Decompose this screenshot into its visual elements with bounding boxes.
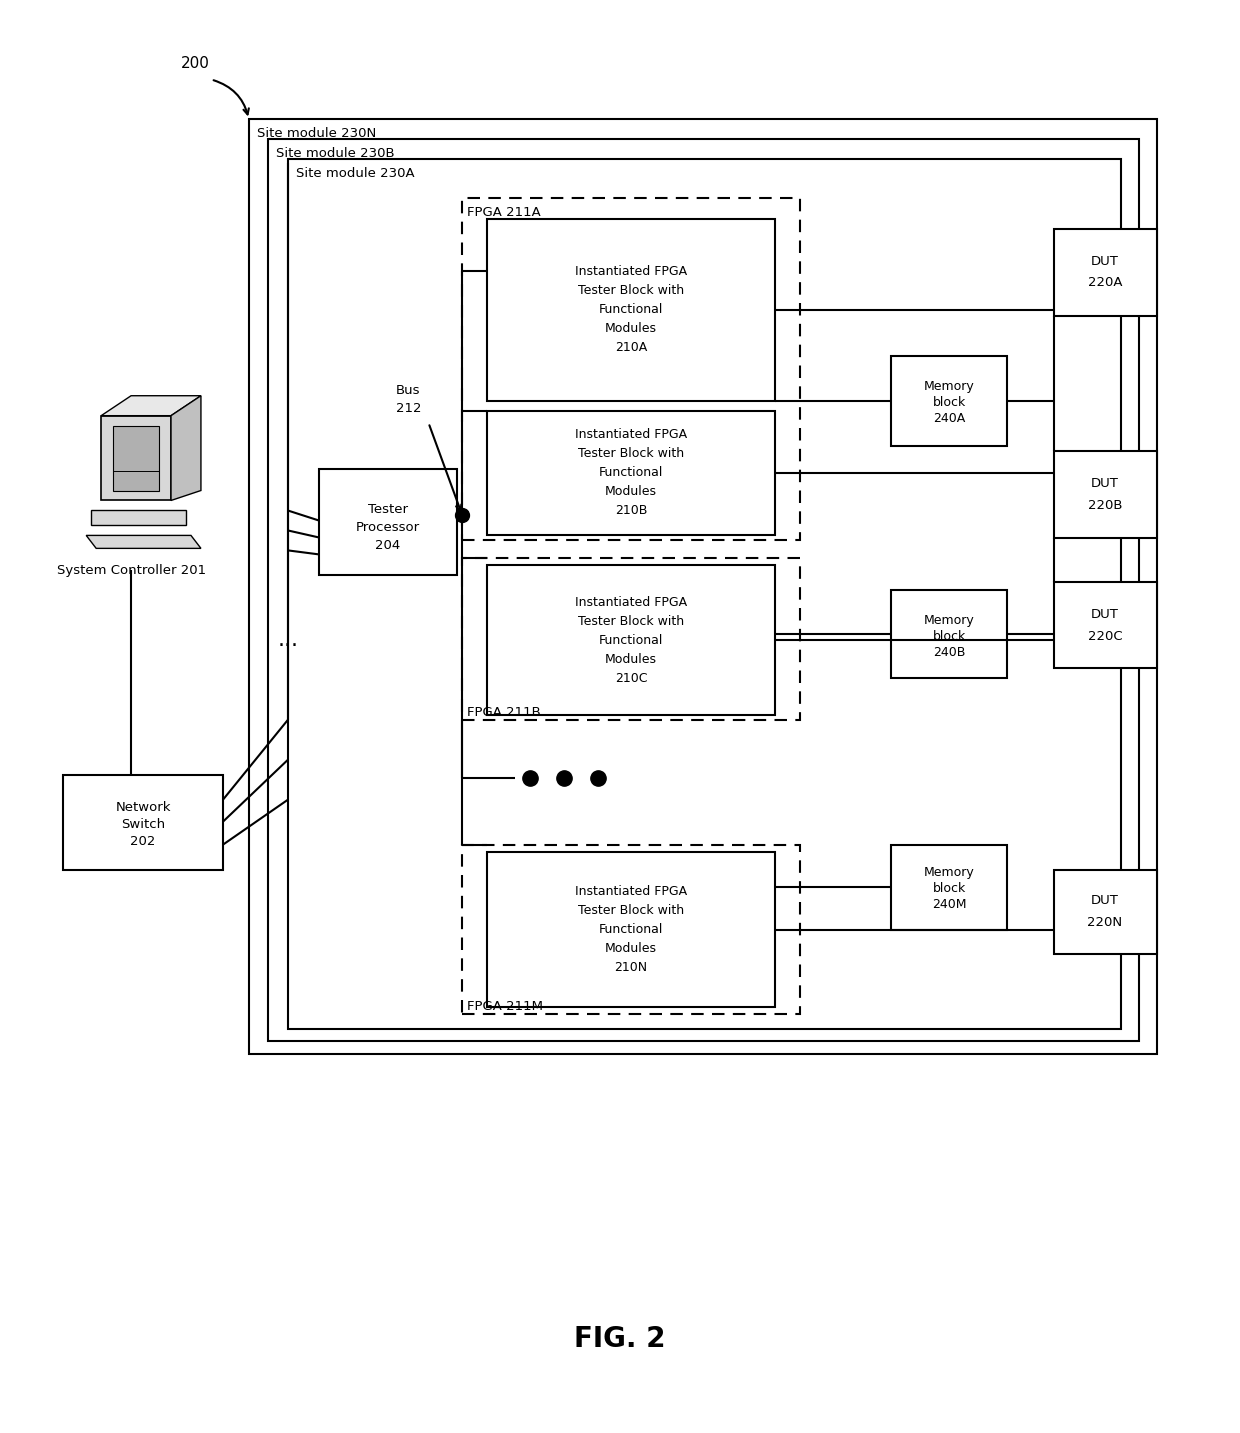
Text: 240A: 240A (934, 413, 966, 426)
Text: 220A: 220A (1087, 277, 1122, 289)
Text: 240B: 240B (932, 646, 966, 659)
Bar (1054, 582, 1157, 668)
Bar (892, 590, 1007, 678)
Text: DUT: DUT (1091, 477, 1118, 490)
Polygon shape (102, 396, 201, 416)
Text: Site module 230B: Site module 230B (275, 146, 394, 159)
Text: block: block (932, 883, 966, 896)
Bar (288, 159, 1121, 1029)
Text: Memory: Memory (924, 613, 975, 626)
Bar (1054, 229, 1157, 315)
Bar (249, 119, 1157, 1055)
Text: 210C: 210C (615, 672, 647, 685)
Text: DUT: DUT (1091, 894, 1118, 907)
Text: Functional: Functional (599, 304, 663, 317)
Text: FPGA 211M: FPGA 211M (467, 1000, 543, 1013)
Text: FIG. 2: FIG. 2 (574, 1324, 666, 1353)
Text: block: block (932, 396, 966, 410)
Bar (463, 559, 800, 719)
Text: Functional: Functional (599, 923, 663, 936)
Text: Modules: Modules (605, 941, 657, 954)
Text: Network: Network (115, 801, 171, 814)
Bar (1054, 450, 1157, 539)
Bar (463, 198, 800, 540)
Text: Memory: Memory (924, 866, 975, 880)
Text: Site module 230A: Site module 230A (295, 166, 414, 179)
Polygon shape (92, 510, 186, 526)
Text: Instantiated FPGA: Instantiated FPGA (575, 428, 687, 441)
Text: Instantiated FPGA: Instantiated FPGA (575, 596, 687, 609)
Text: Functional: Functional (599, 466, 663, 479)
Text: Tester Block with: Tester Block with (578, 615, 684, 628)
Bar (487, 566, 775, 715)
Text: Modules: Modules (605, 484, 657, 499)
Text: Modules: Modules (605, 652, 657, 666)
Text: FPGA 211A: FPGA 211A (467, 205, 541, 219)
Bar (1054, 870, 1157, 954)
Bar (487, 851, 775, 1007)
Text: FPGA 211B: FPGA 211B (467, 705, 541, 718)
Bar (268, 139, 1138, 1042)
Bar (487, 219, 775, 401)
Polygon shape (171, 396, 201, 500)
Text: 212: 212 (396, 403, 422, 416)
Text: Switch: Switch (122, 818, 165, 831)
Text: Functional: Functional (599, 633, 663, 646)
Text: Tester Block with: Tester Block with (578, 904, 684, 917)
Text: 202: 202 (130, 835, 156, 848)
Text: Instantiated FPGA: Instantiated FPGA (575, 886, 687, 898)
Text: 200: 200 (181, 56, 210, 72)
Text: Instantiated FPGA: Instantiated FPGA (575, 265, 687, 278)
Text: Processor: Processor (356, 522, 419, 535)
Text: Tester: Tester (367, 503, 408, 516)
Text: 240M: 240M (932, 898, 966, 911)
Text: ...: ... (278, 631, 299, 651)
Text: DUT: DUT (1091, 608, 1118, 620)
Text: 210A: 210A (615, 341, 647, 354)
Polygon shape (113, 426, 159, 490)
Bar (63, 775, 223, 870)
Text: 220B: 220B (1087, 499, 1122, 512)
Polygon shape (102, 416, 171, 500)
Bar (463, 844, 800, 1015)
Bar (892, 844, 1007, 930)
Text: 210B: 210B (615, 504, 647, 517)
Text: 210N: 210N (614, 962, 647, 974)
Text: Tester Block with: Tester Block with (578, 447, 684, 460)
Text: Memory: Memory (924, 380, 975, 393)
Text: System Controller 201: System Controller 201 (57, 563, 206, 577)
Text: Bus: Bus (396, 384, 420, 397)
Text: Site module 230N: Site module 230N (257, 126, 376, 140)
Text: 204: 204 (374, 539, 401, 552)
Text: DUT: DUT (1091, 255, 1118, 268)
Text: Modules: Modules (605, 322, 657, 335)
Polygon shape (87, 536, 201, 549)
Text: block: block (932, 629, 966, 642)
Bar (319, 469, 458, 575)
Text: 220C: 220C (1087, 629, 1122, 642)
Bar (487, 411, 775, 536)
Text: 220N: 220N (1087, 916, 1122, 929)
Text: Tester Block with: Tester Block with (578, 285, 684, 298)
Bar (892, 355, 1007, 446)
